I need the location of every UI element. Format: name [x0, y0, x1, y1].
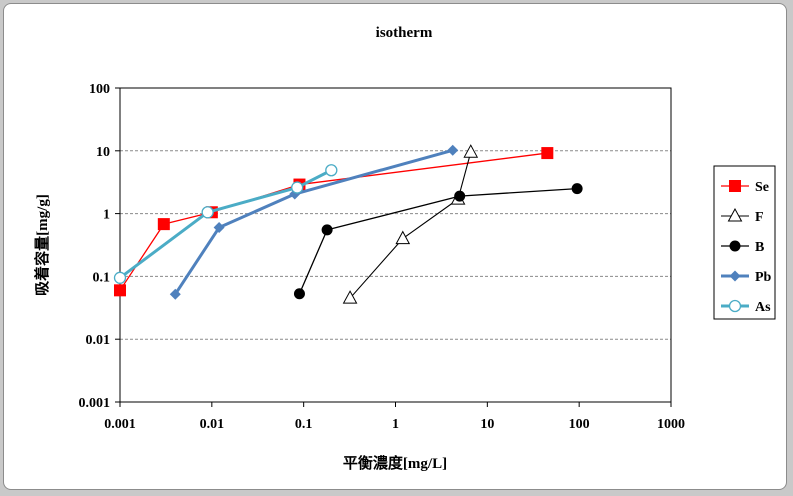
legend-label: Pb	[755, 270, 772, 285]
series-b	[293, 183, 583, 300]
data-point-as	[201, 206, 214, 219]
legend-item-f: F	[721, 207, 764, 225]
y-axis-title: 吸着容量[mg/g]	[33, 194, 51, 296]
data-point-as	[325, 164, 338, 177]
legend: Se FB Pb As	[721, 180, 772, 315]
data-point-f	[395, 230, 411, 245]
x-tick-label: 0.1	[295, 417, 313, 432]
legend-item-se: Se	[721, 180, 769, 195]
x-axis-ticks: 0.001 0.01 0.1 1 10 100 1000	[104, 402, 685, 432]
data-point-pb	[213, 222, 225, 234]
series-layer	[113, 144, 583, 304]
y-tick-label: 10	[96, 145, 110, 160]
data-point-as	[113, 271, 127, 284]
y-axis-ticks: 0.001 0.01 0.1 1 10 100	[79, 82, 120, 411]
y-tick-label: 1	[103, 208, 110, 223]
data-point-f	[342, 290, 358, 304]
data-point-pb	[447, 144, 459, 156]
y-tick-label: 100	[89, 82, 110, 97]
legend-marker	[729, 270, 741, 282]
legend-item-pb: Pb	[721, 270, 772, 285]
x-axis-title: 平衡濃度[mg/L]	[343, 454, 447, 472]
gridlines	[120, 150, 671, 340]
plot-area	[119, 87, 672, 403]
data-point-se	[157, 218, 170, 231]
legend-item-as: As	[721, 299, 771, 315]
series-line-f	[349, 152, 472, 299]
data-point-se	[114, 284, 126, 297]
series-line-pb	[174, 148, 454, 296]
legend-label: Se	[755, 180, 769, 195]
chart-title: isotherm	[376, 25, 433, 41]
y-tick-label: 0.1	[93, 270, 111, 285]
legend-marker	[728, 299, 742, 313]
legend-label: B	[755, 240, 764, 255]
data-point-se	[541, 147, 554, 160]
x-tick-label: 1000	[657, 417, 685, 432]
data-point-b	[321, 224, 333, 236]
x-tick-label: 0.001	[104, 417, 136, 432]
data-point-b	[571, 183, 583, 195]
y-tick-label: 0.01	[86, 333, 111, 348]
legend-marker	[729, 240, 741, 252]
legend-marker	[729, 180, 741, 192]
x-tick-label: 10	[480, 417, 494, 432]
y-tick-label: 0.001	[79, 396, 111, 411]
legend-label: As	[755, 300, 771, 315]
x-tick-label: 100	[569, 417, 590, 432]
series-f	[342, 144, 479, 304]
data-point-pb	[169, 288, 181, 300]
legend-label: F	[755, 210, 764, 225]
series-line-as	[119, 168, 332, 280]
data-point-b	[293, 288, 305, 300]
series-pb	[169, 144, 459, 300]
series-line-b	[298, 187, 578, 294]
legend-item-b: B	[721, 240, 764, 255]
data-point-b	[454, 190, 466, 202]
series-as	[113, 164, 338, 284]
legend-box	[713, 165, 776, 320]
x-tick-label: 1	[392, 417, 399, 432]
legend-marker	[727, 207, 743, 222]
chart-area	[3, 3, 787, 490]
x-tick-label: 0.01	[200, 417, 225, 432]
data-point-as	[291, 181, 304, 194]
data-point-f	[463, 144, 479, 158]
